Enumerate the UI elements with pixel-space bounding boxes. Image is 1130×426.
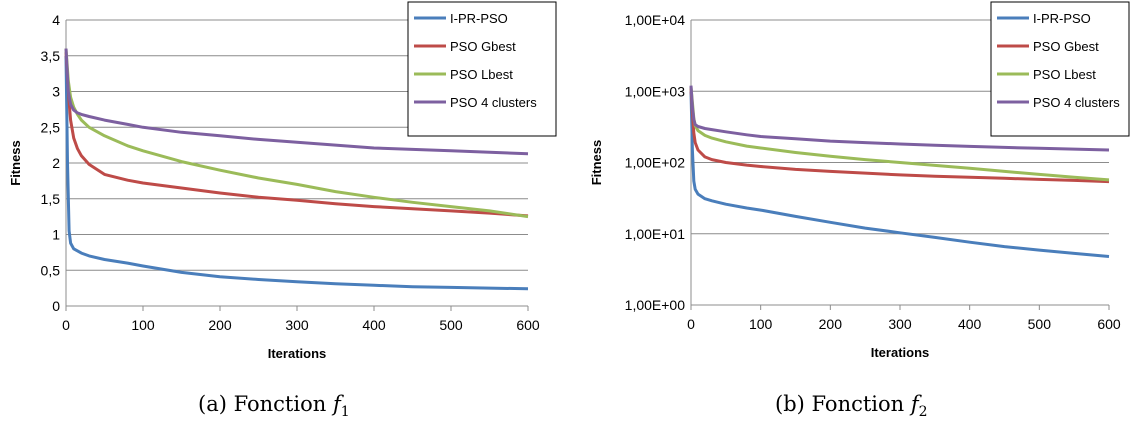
caption-a-var: f (332, 392, 341, 416)
legend-label: PSO Lbest (450, 67, 513, 82)
x-tick-label: 400 (362, 317, 386, 333)
legend-label: PSO Lbest (1033, 67, 1096, 82)
x-tick-label: 300 (285, 317, 309, 333)
legend-label: I-PR-PSO (450, 11, 508, 26)
x-tick-label: 600 (516, 317, 540, 333)
series-line-pso-gbest (689, 88, 1110, 184)
x-tick-label: 200 (208, 317, 232, 333)
x-axis-title: Iterations (268, 346, 327, 361)
caption-a-prefix: (a) Fonction (198, 392, 333, 416)
legend-box (990, 1, 1130, 137)
legend-label: PSO Gbest (1033, 39, 1099, 54)
y-axis-title: Fitness (8, 140, 23, 186)
y-tick-label: 1,00E+00 (625, 297, 686, 313)
caption-b-sub: 2 (918, 404, 928, 421)
caption-b: (b) Fonction f2 (775, 392, 928, 420)
legend-label: PSO 4 clusters (450, 95, 537, 110)
y-tick-label: 0,5 (41, 262, 61, 278)
x-tick-label: 0 (62, 317, 70, 333)
y-tick-label: 1,00E+02 (625, 155, 686, 171)
x-axis-title: Iterations (871, 345, 930, 360)
y-tick-label: 1,00E+04 (625, 12, 686, 28)
x-tick-label: 100 (749, 316, 773, 332)
caption-a-sub: 1 (340, 404, 350, 421)
x-tick-label: 600 (1097, 316, 1121, 332)
y-tick-label: 1,00E+03 (625, 83, 686, 99)
chart-fonction-f2: 1,00E+00 1,00E+01 1,00E+02 1,00E+03 1,00E+04… (589, 1, 1130, 360)
series-line-i-pr-pso (689, 91, 1110, 258)
y-axis-title: Fitness (589, 140, 604, 186)
series-line-i-pr-pso (64, 55, 529, 291)
legend-label: I-PR-PSO (1033, 11, 1091, 26)
y-tick-label: 3,5 (41, 48, 61, 64)
y-tick-label: 1,5 (41, 191, 61, 207)
x-tick-label: 400 (958, 316, 982, 332)
y-tick-label: 3 (52, 84, 60, 100)
caption-a: (a) Fonction f1 (198, 392, 350, 420)
x-tick-label: 100 (131, 317, 155, 333)
x-tick-label: 500 (1028, 316, 1052, 332)
x-tick-label: 0 (687, 316, 695, 332)
series-line-pso-4-clusters (64, 48, 529, 156)
x-tick-label: 500 (439, 317, 463, 333)
x-tick-label: 200 (819, 316, 843, 332)
y-tick-label: 1 (52, 227, 60, 243)
series-line-pso-gbest (64, 52, 529, 218)
y-tick-label: 1,00E+01 (625, 226, 686, 242)
series-line-pso-4-clusters (689, 85, 1110, 152)
x-tick-label: 300 (888, 316, 912, 332)
y-tick-label: 2,5 (41, 119, 61, 135)
legend-label: PSO Gbest (450, 39, 516, 54)
legend-box (407, 1, 557, 137)
legend-label: PSO 4 clusters (1033, 95, 1120, 110)
caption-b-prefix: (b) Fonction (775, 392, 911, 416)
chart-fonction-f1: 0 0,5 1 1,5 2 2,5 3 3,5 4 0 100 200 300 400 500 600 Iter… (8, 1, 557, 361)
y-tick-label: 4 (52, 12, 60, 28)
y-tick-label: 0 (52, 298, 60, 314)
y-tick-label: 2 (52, 155, 60, 171)
caption-b-var: f (910, 392, 919, 416)
